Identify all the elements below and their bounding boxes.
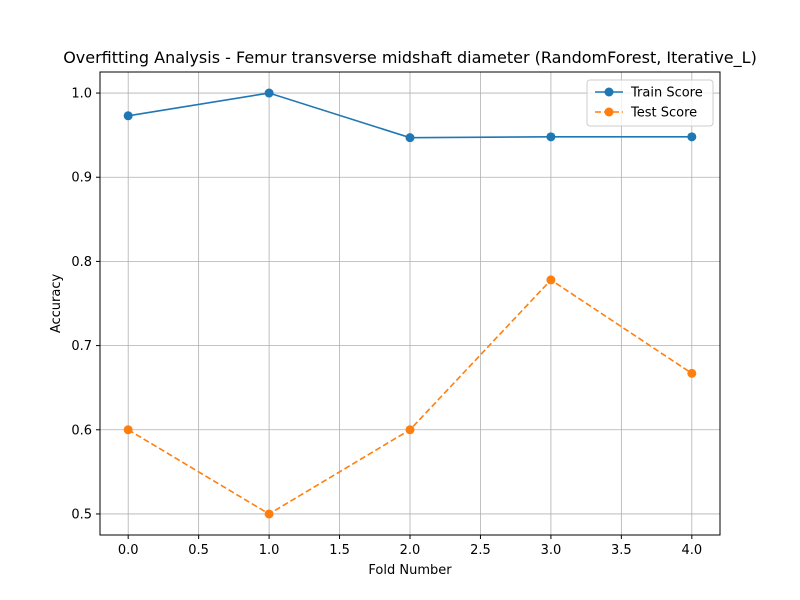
- y-tick-label: 0.7: [71, 339, 92, 354]
- x-tick-label: 1.0: [259, 543, 280, 558]
- train-score-point: [687, 132, 697, 142]
- y-axis: 0.5 0.6 0.7 0.8 0.9 1.0: [71, 87, 100, 522]
- x-tick-label: 2.5: [470, 543, 491, 558]
- legend-train-score-marker: [604, 87, 614, 97]
- train-score-point: [123, 111, 133, 121]
- x-tick-label: 3.0: [541, 543, 562, 558]
- train-score-point: [546, 132, 556, 142]
- y-tick-label: 0.8: [71, 255, 92, 270]
- y-tick-label: 1.0: [71, 87, 92, 102]
- y-tick-label: 0.5: [71, 507, 92, 522]
- test-score-point: [546, 275, 556, 285]
- series-layer: [123, 88, 697, 519]
- y-axis-label: Accuracy: [49, 274, 64, 334]
- x-tick-label: 0.0: [118, 543, 139, 558]
- legend-test-score-marker: [604, 107, 614, 117]
- y-tick-label: 0.9: [71, 171, 92, 186]
- legend-train-score-label: Train Score: [630, 86, 703, 101]
- test-score-point: [123, 425, 133, 435]
- x-tick-label: 1.5: [329, 543, 350, 558]
- chart-title: Overfitting Analysis - Femur transverse …: [63, 48, 757, 68]
- test-score-point: [405, 425, 415, 435]
- y-tick-label: 0.6: [71, 423, 92, 438]
- test-score-point: [264, 509, 274, 519]
- x-tick-label: 0.5: [188, 543, 209, 558]
- x-tick-label: 3.5: [611, 543, 632, 558]
- train-score-point: [405, 133, 415, 143]
- x-axis-label: Fold Number: [368, 563, 452, 578]
- legend: Train Score Test Score: [586, 79, 714, 127]
- x-tick-label: 2.0: [400, 543, 421, 558]
- legend-test-score-label: Test Score: [630, 106, 697, 121]
- x-tick-label: 4.0: [681, 543, 702, 558]
- train-score-point: [264, 88, 274, 98]
- test-score-point: [687, 368, 697, 378]
- x-axis: 0.0 0.5 1.0 1.5 2.0 2.5 3.0 3.5 4.0: [118, 535, 702, 558]
